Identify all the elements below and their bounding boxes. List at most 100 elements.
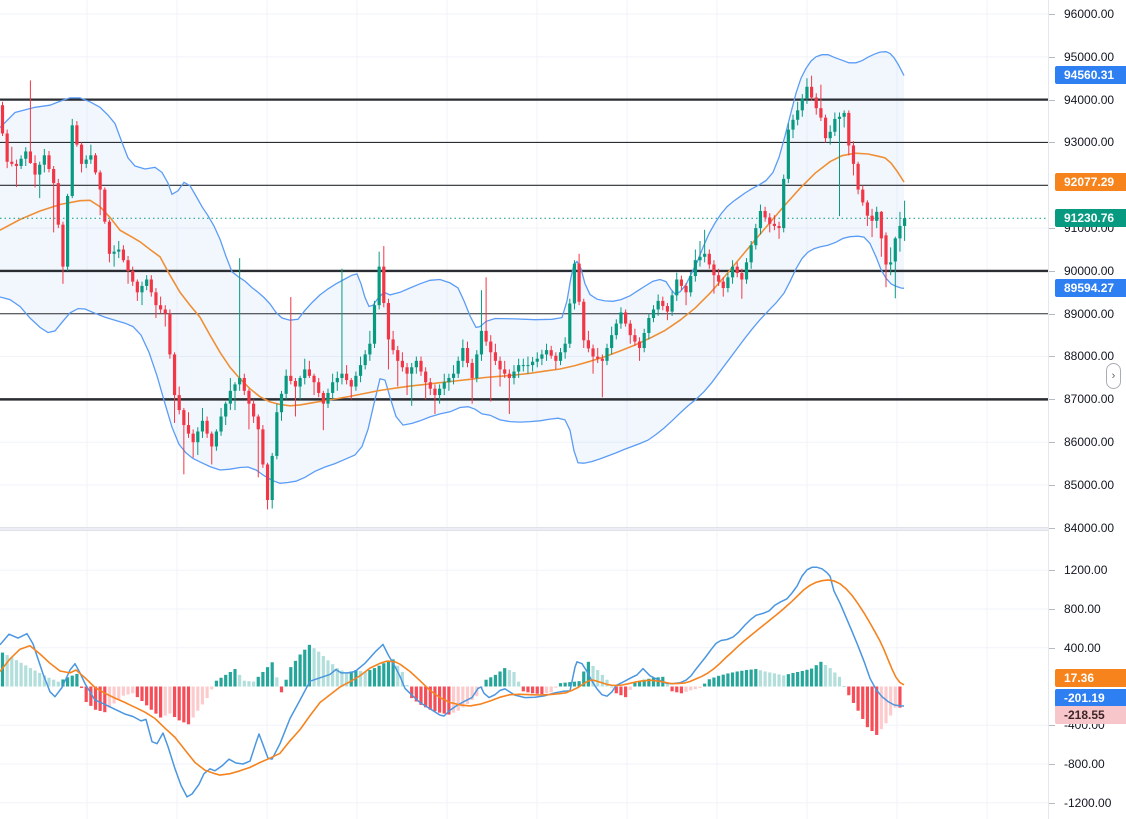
macd-histogram-bar[interactable] [70,675,74,687]
candle-body[interactable] [675,279,679,296]
macd-histogram-bar[interactable] [242,680,246,687]
candle-body[interactable] [98,172,102,190]
macd-histogram-bar[interactable] [679,686,683,694]
macd-histogram-bar[interactable] [596,670,600,687]
macd-histogram-bar[interactable] [252,681,256,687]
candle-body[interactable] [363,354,367,366]
candle-body[interactable] [600,358,604,361]
candle-body[interactable] [79,144,84,164]
candle-body[interactable] [721,281,725,289]
candle-body[interactable] [200,420,205,432]
macd-histogram-bar[interactable] [554,686,558,688]
candle-body[interactable] [763,210,767,218]
macd-histogram-bar[interactable] [847,686,851,696]
macd-histogram-bar[interactable] [744,670,749,687]
macd-histogram-bar[interactable] [782,675,786,687]
candle-body[interactable] [786,129,790,179]
macd-histogram-bar[interactable] [19,662,23,687]
candle-body[interactable] [61,224,65,267]
candle-body[interactable] [717,275,721,282]
macd-histogram-bar[interactable] [600,674,604,687]
candle-body[interactable] [484,330,488,342]
macd-histogram-bar[interactable] [633,682,637,687]
macd-histogram-bar[interactable] [819,661,823,687]
macd-histogram-bar[interactable] [777,674,781,687]
macd-histogram-bar[interactable] [651,677,656,687]
candle-body[interactable] [698,256,702,261]
candle-body[interactable] [214,431,218,447]
macd-histogram-bar[interactable] [84,686,88,703]
candle-body[interactable] [572,263,577,304]
candle-body[interactable] [563,343,567,353]
macd-histogram-bar[interactable] [219,677,223,687]
macd-histogram-bar[interactable] [610,686,614,688]
macd-histogram-bar[interactable] [503,668,507,687]
candle-body[interactable] [558,352,563,361]
candle-body[interactable] [647,318,651,334]
macd-histogram-bar[interactable] [372,668,377,687]
macd-histogram-bar[interactable] [98,686,102,711]
macd-histogram-bar[interactable] [451,686,456,713]
candle-body[interactable] [405,367,409,374]
candle-body[interactable] [303,369,307,378]
macd-histogram-bar[interactable] [340,670,344,687]
candle-body[interactable] [121,249,125,261]
macd-histogram-bar[interactable] [568,682,572,687]
macd-histogram-bar[interactable] [810,668,814,687]
candle-body[interactable] [28,151,32,164]
macd-histogram-bar[interactable] [391,659,395,687]
candle-body[interactable] [624,312,628,324]
candle-body[interactable] [177,395,181,411]
candle-body[interactable] [772,223,776,226]
candle-body[interactable] [637,341,642,348]
macd-histogram-bar[interactable] [828,668,832,687]
candle-body[interactable] [154,292,158,306]
candle-body[interactable] [823,117,828,139]
candle-body[interactable] [56,183,60,225]
candle-body[interactable] [186,425,191,434]
macd-histogram-bar[interactable] [851,686,856,703]
macd-histogram-bar[interactable] [38,672,42,687]
macd-histogram-bar[interactable] [131,686,135,694]
macd-histogram-bar[interactable] [265,667,270,687]
macd-histogram-bar[interactable] [549,686,553,693]
candle-body[interactable] [633,335,637,342]
macd-histogram-bar[interactable] [121,686,125,696]
candle-body[interactable] [354,375,358,387]
candle-body[interactable] [149,279,153,293]
candle-body[interactable] [712,264,716,276]
macd-histogram-bar[interactable] [159,686,163,718]
macd-histogram-bar[interactable] [707,679,711,687]
macd-histogram-bar[interactable] [563,682,567,687]
candle-body[interactable] [777,225,781,229]
macd-histogram-bar[interactable] [484,679,488,687]
macd-histogram-bar[interactable] [438,686,442,713]
candle-body[interactable] [707,253,711,265]
macd-histogram-bar[interactable] [791,672,795,687]
candle-body[interactable] [758,210,763,229]
macd-histogram-bar[interactable] [535,686,539,694]
macd-histogram-bar[interactable] [689,686,693,691]
candle-body[interactable] [400,360,404,368]
macd-histogram-bar[interactable] [591,665,595,687]
macd-histogram-bar[interactable] [177,686,181,721]
candle-body[interactable] [893,238,897,262]
macd-histogram-bar[interactable] [703,683,707,687]
candle-body[interactable] [242,377,246,391]
candle-body[interactable] [275,412,279,456]
candle-body[interactable] [135,281,139,293]
macd-histogram-bar[interactable] [544,686,549,694]
macd-histogram-bar[interactable] [675,686,679,693]
candle-body[interactable] [693,260,697,277]
candle-body[interactable] [549,350,553,356]
macd-histogram-bar[interactable] [814,665,818,687]
candle-body[interactable] [191,433,195,443]
macd-histogram-bar[interactable] [172,686,177,718]
macd-histogram-bar[interactable] [368,670,372,687]
candle-body[interactable] [438,388,442,396]
collapse-scale-button[interactable]: › [1106,363,1121,389]
macd-histogram-bar[interactable] [377,665,381,687]
macd-histogram-bar[interactable] [117,686,121,700]
macd-histogram-bar[interactable] [89,686,93,706]
candle-body[interactable] [224,403,228,417]
